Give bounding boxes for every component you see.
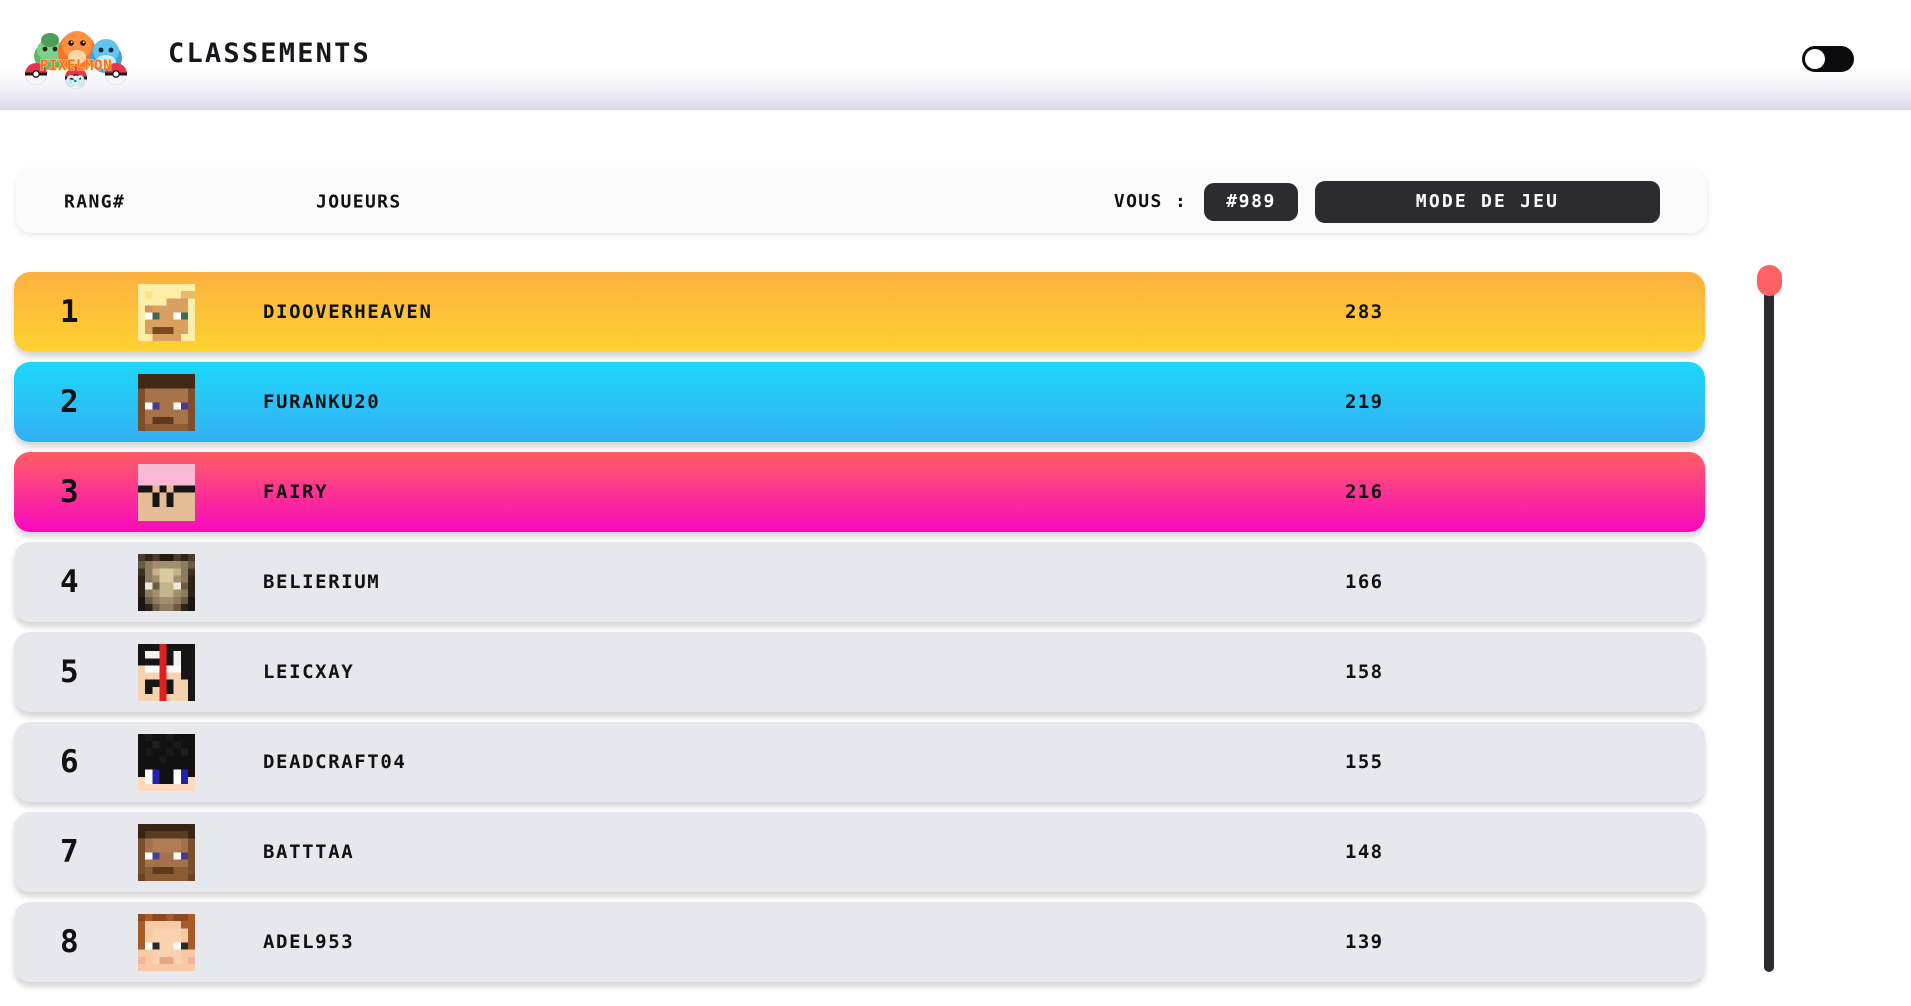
player-avatar-icon [138, 643, 195, 701]
logo-icon: PIXELMON GO [25, 31, 127, 90]
you-label: VOUS : [1113, 191, 1188, 212]
player-avatar-icon [138, 733, 195, 791]
game-mode-button[interactable]: MODE DE JEU [1315, 180, 1660, 223]
leaderboard-list: 1 DIOOVERHEAVEN 283 2 FURANKU20 219 3 FAIRY 216 4… [0, 272, 1740, 1006]
leaderboard-row[interactable]: 7 BATTTAA 148 [14, 812, 1705, 892]
player-avatar-icon [138, 553, 195, 611]
row-score: 148 [1345, 841, 1384, 863]
svg-text:PIXELMON: PIXELMON [40, 58, 112, 74]
row-rank: 6 [60, 743, 79, 780]
row-score: 219 [1345, 391, 1384, 413]
player-avatar-icon [138, 373, 195, 431]
leaderboard-header-card: RANG# JOUEURS VOUS : #989 MODE DE JEU [16, 170, 1707, 233]
app-header: PIXELMON GO CLASSEMENTS [0, 0, 1911, 110]
row-rank: 1 [60, 293, 79, 330]
leaderboard-row[interactable]: 3 FAIRY 216 [14, 452, 1705, 532]
row-score: 139 [1345, 931, 1384, 953]
row-rank: 5 [60, 653, 79, 690]
player-avatar-icon [138, 913, 195, 971]
scrollbar-track[interactable] [1764, 272, 1774, 972]
row-score: 216 [1345, 481, 1384, 503]
row-player-name: DEADCRAFT04 [263, 751, 407, 773]
svg-text:GO: GO [66, 74, 86, 90]
row-rank: 4 [60, 563, 79, 600]
scrollbar-thumb[interactable] [1757, 265, 1782, 296]
player-avatar-icon [138, 463, 195, 521]
row-rank: 8 [60, 923, 79, 960]
row-rank: 7 [60, 833, 79, 870]
your-rank-badge[interactable]: #989 [1204, 182, 1298, 221]
row-player-name: BATTTAA [263, 841, 355, 863]
row-player-name: FURANKU20 [263, 391, 381, 413]
leaderboard-row[interactable]: 4 BELIERIUM 166 [14, 542, 1705, 622]
leaderboard-row[interactable]: 8 ADEL953 139 [14, 902, 1705, 982]
page-title: CLASSEMENTS [168, 38, 372, 69]
column-header-rank: RANG# [64, 191, 126, 212]
row-score: 155 [1345, 751, 1384, 773]
header-right-group: VOUS : #989 MODE DE JEU [1113, 180, 1660, 223]
row-rank: 2 [60, 383, 79, 420]
row-player-name: ADEL953 [263, 931, 355, 953]
toggle-knob [1805, 49, 1825, 69]
player-avatar-icon [138, 283, 195, 341]
theme-toggle[interactable] [1802, 46, 1854, 72]
pixelmon-go-logo[interactable]: PIXELMON GO [22, 12, 130, 90]
leaderboard-row[interactable]: 6 DEADCRAFT04 155 [14, 722, 1705, 802]
row-player-name: DIOOVERHEAVEN [263, 301, 433, 323]
column-header-player: JOUEURS [316, 191, 402, 212]
leaderboard-row[interactable]: 2 FURANKU20 219 [14, 362, 1705, 442]
row-rank: 3 [60, 473, 79, 510]
player-avatar-icon [138, 823, 195, 881]
row-player-name: LEICXAY [263, 661, 355, 683]
leaderboard-row[interactable]: 5 LEICXAY 158 [14, 632, 1705, 712]
row-player-name: BELIERIUM [263, 571, 381, 593]
row-score: 158 [1345, 661, 1384, 683]
row-score: 283 [1345, 301, 1384, 323]
row-score: 166 [1345, 571, 1384, 593]
leaderboard-row[interactable]: 1 DIOOVERHEAVEN 283 [14, 272, 1705, 352]
row-player-name: FAIRY [263, 481, 329, 503]
